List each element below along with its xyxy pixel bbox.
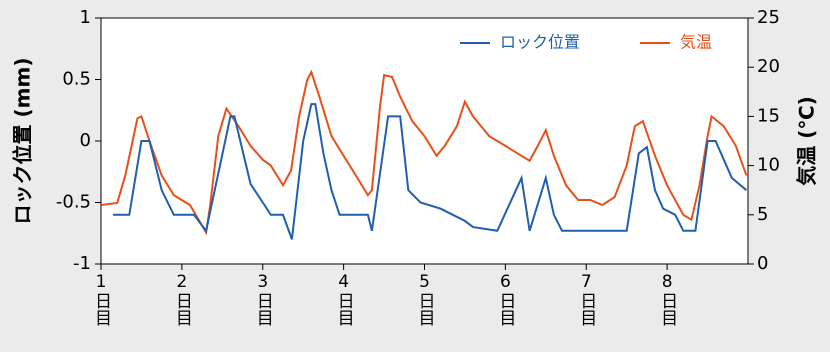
y-tick-label: 0.5 — [62, 69, 91, 90]
x-tick-label: 2日目 — [172, 272, 192, 326]
y2-tick-label: 20 — [757, 56, 780, 77]
x-tick-label: 6日目 — [495, 272, 515, 326]
x-tick-label: 4日目 — [334, 272, 354, 326]
x-tick-label: 5日目 — [415, 272, 435, 326]
y-tick-label: -1 — [73, 253, 91, 274]
plot-area — [101, 18, 748, 264]
y2-tick-label: 15 — [757, 105, 780, 126]
series-line — [100, 69, 748, 236]
y2-axis-title: 気温 (℃) — [795, 96, 819, 185]
y-tick-label: 0 — [80, 130, 91, 151]
y-tick-label: -0.5 — [56, 192, 91, 213]
y-tick-label: 1 — [80, 7, 91, 28]
series-line — [113, 103, 748, 240]
x-tick-label: 3日目 — [253, 272, 273, 326]
y2-tick-label: 5 — [757, 204, 768, 225]
y-axis-title: ロック位置 (mm) — [11, 58, 35, 225]
legend-label: ロック位置 — [500, 33, 580, 52]
x-tick-label: 1日目 — [91, 272, 111, 326]
x-tick-label: 8日目 — [657, 272, 677, 326]
y2-tick-label: 0 — [757, 253, 768, 274]
y2-tick-label: 25 — [757, 7, 780, 28]
y2-tick-label: 10 — [757, 155, 780, 176]
x-tick-label: 7日目 — [576, 272, 596, 326]
legend-label: 気温 — [680, 33, 712, 52]
